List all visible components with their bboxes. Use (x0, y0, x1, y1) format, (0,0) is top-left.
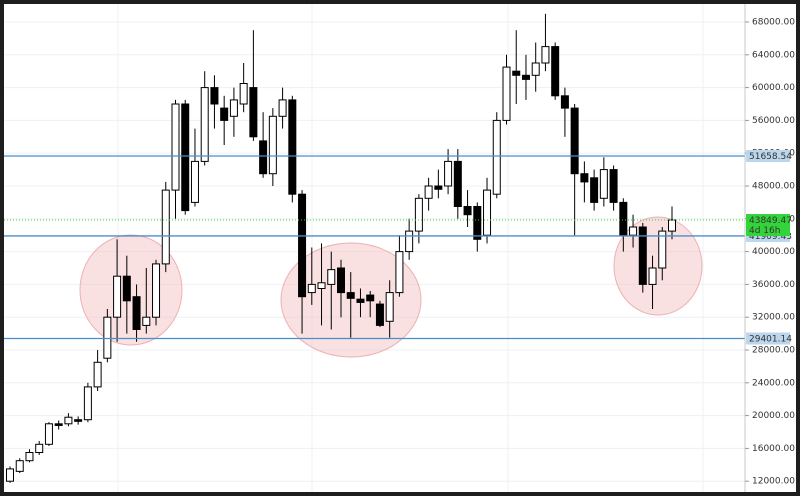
candle-body (298, 193, 307, 298)
candle-body (619, 201, 628, 236)
candle-body (54, 423, 63, 426)
last-price-label: 43849.47 (749, 216, 792, 226)
candle-body (268, 115, 277, 175)
candle-body (35, 443, 44, 454)
candle-body (317, 282, 326, 290)
candle-body (629, 226, 638, 236)
candle-body (463, 206, 472, 216)
candle-body (444, 160, 453, 187)
last-price-box (746, 214, 790, 237)
candle-body (560, 95, 569, 109)
candle-body (590, 177, 599, 203)
candle-body (483, 189, 492, 236)
candle-body (161, 189, 170, 265)
candle-body (580, 173, 589, 183)
candle-body (434, 185, 443, 190)
candle-body (181, 103, 190, 212)
candle-body (103, 316, 112, 359)
candle-body (385, 292, 394, 322)
y-tick-label: 64000.00 (752, 50, 795, 60)
candle-body (142, 316, 151, 326)
candle-body (424, 185, 433, 199)
level-label-box (746, 332, 790, 345)
candle-body (609, 169, 618, 203)
candle-body (512, 70, 521, 76)
y-tick-label: 68000.00 (752, 18, 795, 28)
candle-body (327, 269, 336, 285)
candle-body (25, 452, 34, 462)
candle-body (638, 226, 647, 285)
candle-body (239, 83, 248, 105)
y-tick-label: 60000.00 (752, 83, 795, 93)
candle-body (453, 160, 462, 208)
candle-body (200, 87, 209, 162)
level-label: 51658.54 (749, 152, 792, 162)
candle-body (414, 197, 423, 232)
candle-body (521, 74, 530, 80)
y-tick-label: 12000.00 (752, 477, 795, 487)
candle-body (64, 416, 73, 425)
candle-body (288, 99, 297, 195)
candle-body (93, 361, 102, 388)
y-tick-label: 28000.00 (752, 346, 795, 356)
candle-body (473, 206, 482, 240)
candle-body (6, 468, 14, 482)
y-tick-label: 24000.00 (752, 378, 795, 388)
candle-body (229, 99, 238, 117)
candle-body (541, 46, 550, 64)
y-tick-label: 20000.00 (752, 411, 795, 421)
candle-body (44, 423, 53, 445)
candle-body (551, 46, 560, 97)
candle-body (668, 219, 676, 232)
candle-body (190, 160, 199, 203)
y-tick-label: 16000.00 (752, 444, 795, 454)
candle-body (15, 460, 24, 472)
candle-body (337, 267, 345, 294)
y-tick-label: 36000.00 (752, 280, 795, 290)
y-tick-label: 48000.00 (752, 182, 795, 192)
candle-body (570, 107, 579, 175)
y-tick-label: 56000.00 (752, 116, 795, 126)
level-label-box (746, 150, 790, 163)
candle-body (220, 107, 229, 121)
countdown-label: 4d 16h (749, 226, 780, 236)
candle-body (356, 298, 365, 303)
candle-body (492, 119, 501, 195)
y-tick-label: 32000.00 (752, 313, 795, 323)
candle-body (171, 103, 180, 191)
candle-body (346, 292, 355, 299)
candle-body (152, 263, 161, 318)
candle-body (210, 87, 219, 105)
candle-body (366, 294, 375, 302)
candle-body (307, 283, 316, 294)
level-label: 41909.43 (749, 232, 792, 242)
candle-body (122, 275, 131, 302)
candle-body (278, 99, 287, 117)
plot (4, 13, 745, 483)
candle-body (83, 386, 92, 421)
candle-body (74, 419, 83, 422)
candle-body (249, 87, 258, 138)
candle-body (395, 251, 404, 294)
candle-body (658, 230, 667, 269)
candle-body (375, 303, 384, 326)
candle-body (259, 140, 268, 175)
candle-body (405, 230, 414, 253)
y-tick-label: 40000.00 (752, 247, 795, 257)
candle-body (599, 169, 608, 199)
candle-body (113, 275, 122, 318)
candle-body (531, 62, 540, 76)
candle-body (132, 296, 141, 331)
candle-body (502, 66, 511, 121)
price-axis: 12000.00 16000.00 20000.00 24000.00 28000.00… (745, 18, 795, 487)
level-label: 29401.14 (749, 335, 792, 345)
candle-body (648, 267, 657, 285)
